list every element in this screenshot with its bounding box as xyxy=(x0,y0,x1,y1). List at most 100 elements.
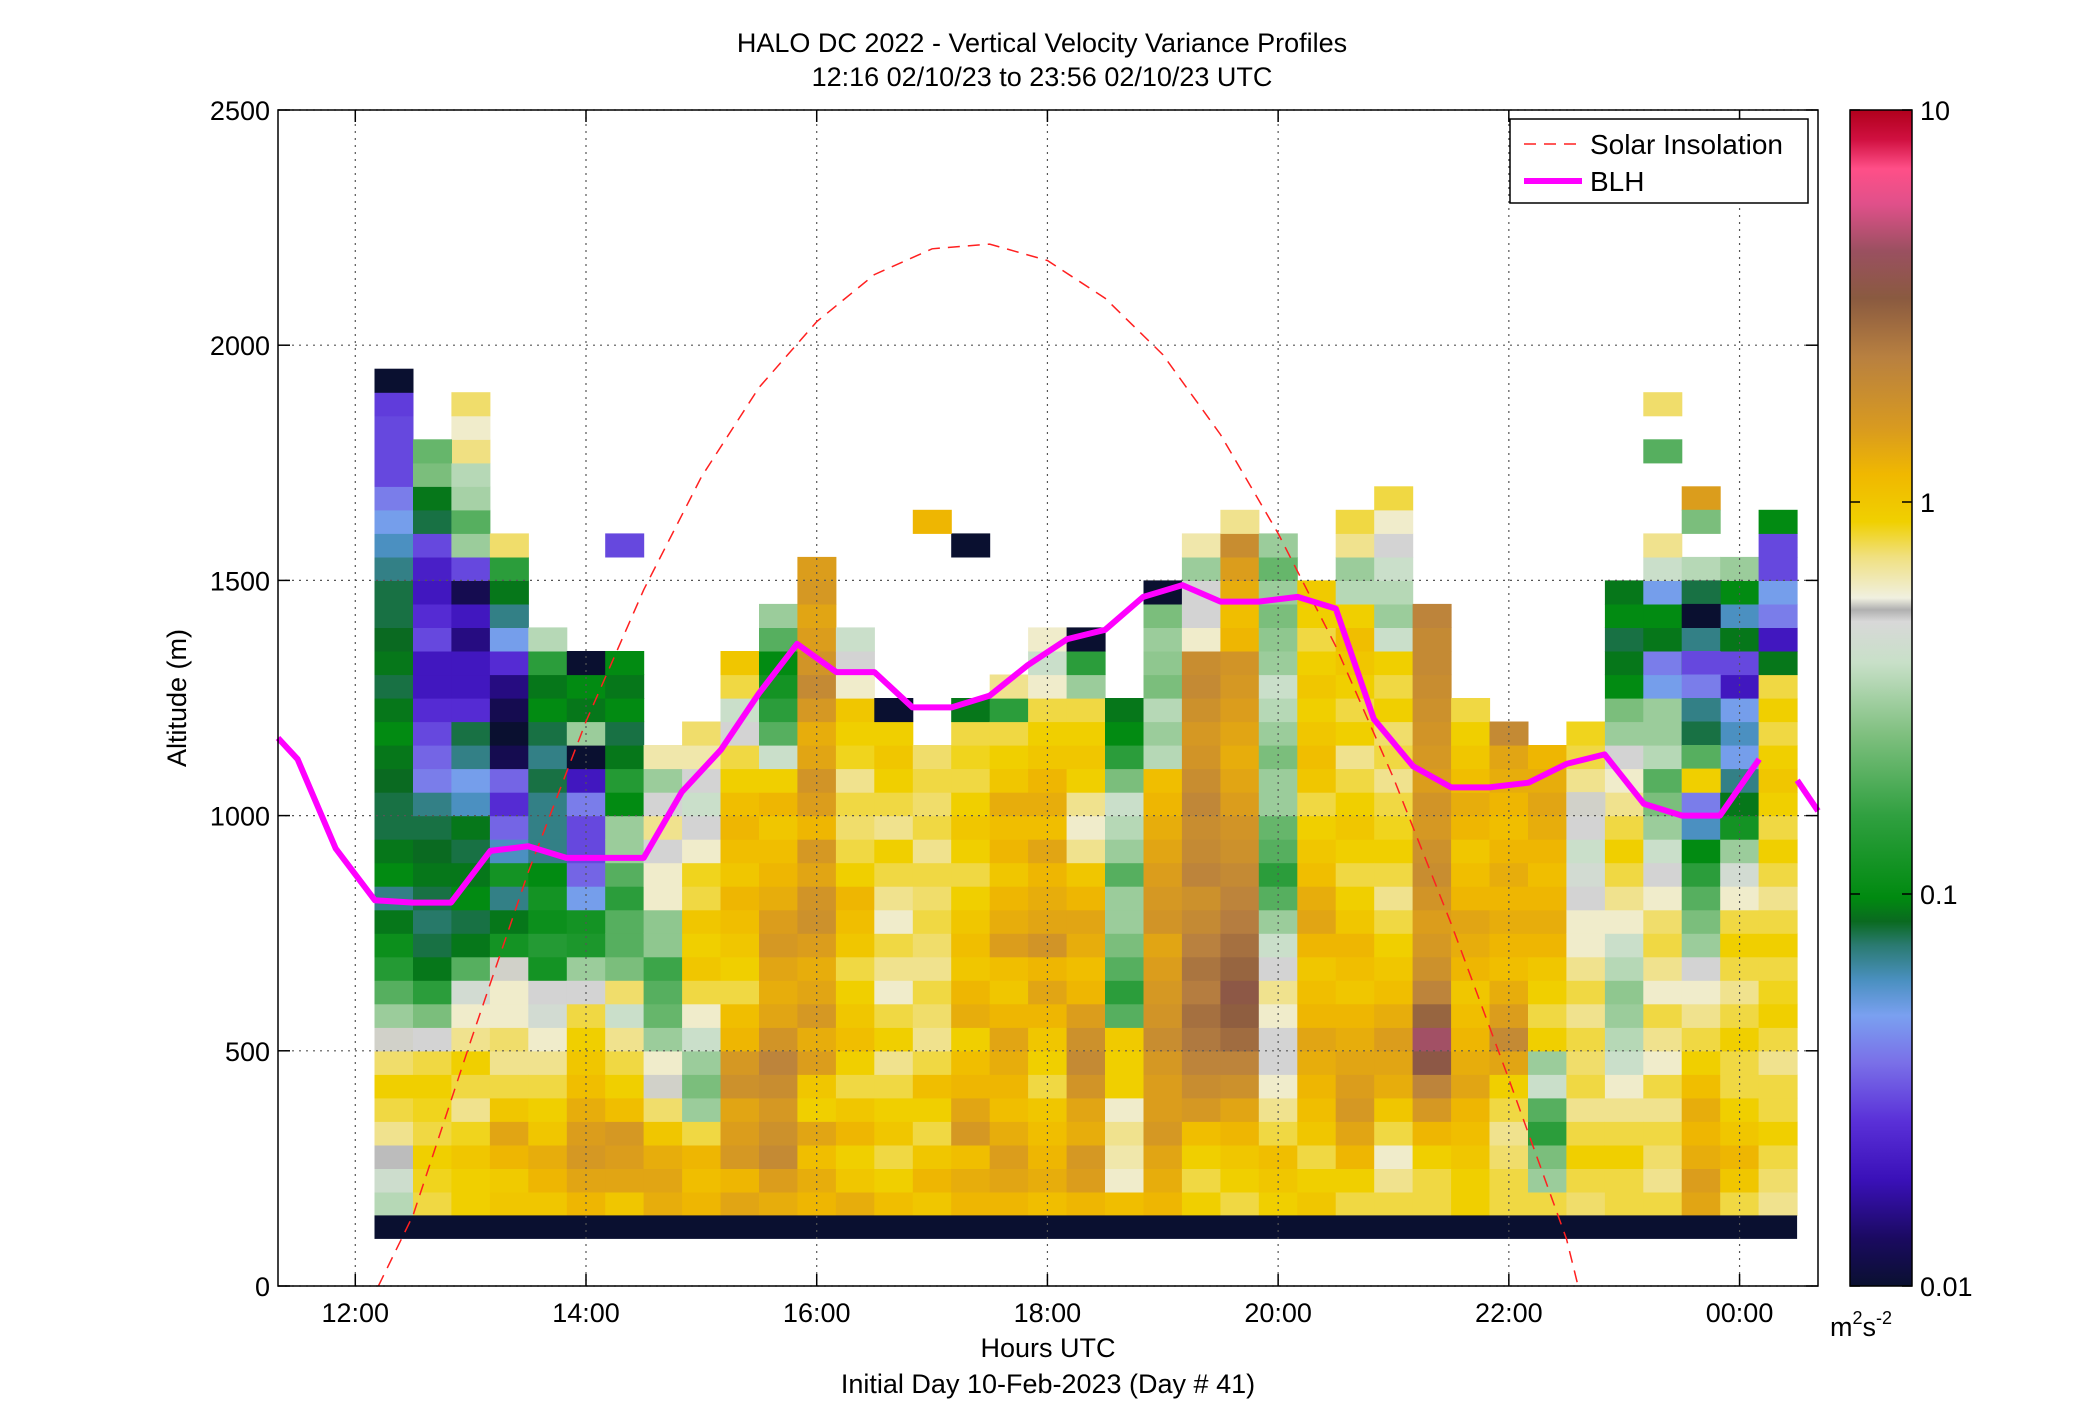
heatmap-cell xyxy=(451,1121,491,1146)
heatmap-cell xyxy=(720,674,760,699)
heatmap-cell xyxy=(374,1191,414,1216)
heatmap-cell xyxy=(1143,1074,1183,1099)
heatmap-cell xyxy=(1143,627,1183,652)
heatmap-cell xyxy=(605,1027,645,1052)
heatmap-cell xyxy=(1335,1003,1375,1028)
heatmap-cell xyxy=(1143,1191,1183,1216)
heatmap-cell xyxy=(413,580,452,605)
heatmap-cell xyxy=(1220,1121,1260,1146)
heatmap-cell xyxy=(1451,1144,1491,1169)
heatmap-cell xyxy=(989,956,1029,981)
heatmap-cell xyxy=(1220,627,1260,652)
heatmap-cell xyxy=(489,956,529,981)
heatmap-cell xyxy=(989,792,1029,817)
heatmap-cell xyxy=(489,698,529,723)
heatmap-cell xyxy=(489,1097,529,1122)
heatmap-cell xyxy=(1105,1027,1144,1052)
heatmap-cell xyxy=(874,980,914,1005)
heatmap-cell xyxy=(1758,1050,1798,1075)
heatmap-cell xyxy=(1758,862,1798,887)
heatmap-cell xyxy=(874,839,914,864)
heatmap-cell xyxy=(912,933,952,958)
heatmap-cell xyxy=(605,862,645,887)
heatmap-cell xyxy=(566,956,606,981)
heatmap-cell xyxy=(1412,1168,1452,1193)
heatmap-cell xyxy=(1681,1144,1721,1169)
heatmap-cell xyxy=(1374,603,1414,628)
heatmap-cell xyxy=(528,674,568,699)
heatmap-cell xyxy=(1451,745,1491,770)
heatmap-cell xyxy=(413,886,452,911)
heatmap-cell xyxy=(759,1003,798,1028)
heatmap-cell xyxy=(566,768,606,793)
heatmap-cell xyxy=(643,886,683,911)
heatmap-cell xyxy=(1105,909,1144,934)
heatmap-cell xyxy=(1258,815,1298,840)
heatmap-cell xyxy=(1681,580,1721,605)
heatmap-cell xyxy=(1643,603,1683,628)
heatmap-cell xyxy=(451,1003,491,1028)
heatmap-cell xyxy=(528,792,568,817)
heatmap-cell xyxy=(1066,862,1106,887)
heatmap-cell xyxy=(951,1050,991,1075)
colorbar-tick-label: 0.1 xyxy=(1920,880,1958,910)
heatmap-cell xyxy=(989,1097,1029,1122)
heatmap-cell xyxy=(1528,933,1567,958)
heatmap-cell xyxy=(643,1191,683,1216)
heatmap-cell xyxy=(528,745,568,770)
heatmap-cell xyxy=(1374,1121,1414,1146)
heatmap-cell xyxy=(797,815,837,840)
heatmap-cell xyxy=(835,698,875,723)
heatmap-cell xyxy=(528,1191,568,1216)
heatmap-cell xyxy=(1643,651,1683,676)
heatmap-cell xyxy=(1566,1121,1606,1146)
heatmap-cell xyxy=(951,1191,991,1216)
heatmap-cell xyxy=(951,980,991,1005)
heatmap-cell xyxy=(1066,1168,1106,1193)
heatmap-cell xyxy=(374,651,414,676)
heatmap-cell xyxy=(951,1027,991,1052)
heatmap-cell xyxy=(489,721,529,746)
chart-title: HALO DC 2022 - Vertical Velocity Varianc… xyxy=(737,28,1347,58)
heatmap-cell xyxy=(951,768,991,793)
heatmap-cell xyxy=(1066,721,1106,746)
heatmap-cell xyxy=(566,815,606,840)
heatmap-cell xyxy=(1528,1121,1567,1146)
heatmap-cell xyxy=(1297,1050,1337,1075)
heatmap-cell xyxy=(682,1191,722,1216)
heatmap-cell xyxy=(451,509,491,534)
heatmap-cell xyxy=(1297,768,1337,793)
heatmap-cell xyxy=(413,603,452,628)
heatmap-cell xyxy=(643,862,683,887)
heatmap-cell xyxy=(451,745,491,770)
heatmap-cell xyxy=(451,580,491,605)
heatmap-cell xyxy=(605,1168,645,1193)
heatmap-cell xyxy=(989,1191,1029,1216)
heatmap-cell xyxy=(1681,721,1721,746)
heatmap-cell xyxy=(1758,815,1798,840)
heatmap-cell xyxy=(1643,933,1683,958)
heatmap-cell xyxy=(1028,1074,1068,1099)
x-tick-label: 22:00 xyxy=(1475,1298,1543,1328)
heatmap-cell xyxy=(1181,815,1221,840)
heatmap-cell xyxy=(1143,1168,1183,1193)
heatmap-cell xyxy=(605,1121,645,1146)
heatmap-cell xyxy=(1105,839,1144,864)
heatmap-cell xyxy=(1451,1074,1491,1099)
heatmap-cell xyxy=(1258,1097,1298,1122)
heatmap-cell xyxy=(835,1074,875,1099)
heatmap-cell xyxy=(682,886,722,911)
heatmap-cell xyxy=(1374,956,1414,981)
heatmap-cell xyxy=(1566,980,1606,1005)
heatmap-cell xyxy=(1451,862,1491,887)
heatmap-cell xyxy=(643,1027,683,1052)
heatmap-cell xyxy=(566,1097,606,1122)
heatmap-cell xyxy=(1297,1003,1337,1028)
heatmap-cell xyxy=(489,1027,529,1052)
heatmap-cell xyxy=(489,745,529,770)
heatmap-cell xyxy=(759,721,798,746)
heatmap-cell xyxy=(1566,1144,1606,1169)
heatmap-cell xyxy=(1066,1097,1106,1122)
heatmap-cell xyxy=(1643,839,1683,864)
y-axis-ticks: 0 500 1000 1500 2000 2500 xyxy=(210,96,1818,1302)
